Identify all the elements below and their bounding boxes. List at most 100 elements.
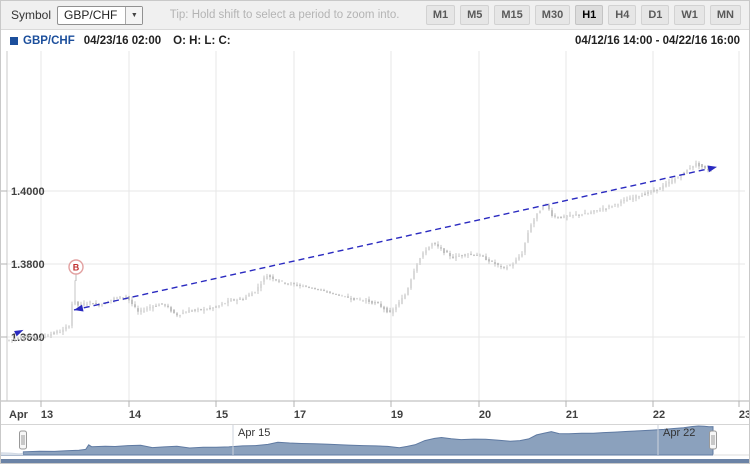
candle: [383, 306, 385, 310]
candle: [140, 309, 142, 313]
candle: [488, 259, 490, 262]
candle: [59, 331, 61, 333]
candle: [389, 310, 391, 313]
candle: [593, 210, 595, 213]
candle: [179, 315, 181, 316]
candle: [167, 305, 169, 307]
candle: [269, 275, 271, 278]
candle: [278, 280, 280, 282]
candle: [359, 299, 361, 301]
navigator[interactable]: Apr 15 Apr 22: [1, 424, 750, 458]
candle: [53, 332, 55, 334]
navigator-left-handle[interactable]: [19, 430, 27, 450]
candle: [32, 336, 34, 339]
candle: [551, 210, 553, 216]
candlesticks[interactable]: [8, 160, 712, 343]
x-axis-label: 15: [216, 409, 228, 421]
candle: [191, 310, 193, 312]
candle: [440, 247, 442, 249]
symbol-select-value: GBP/CHF: [64, 8, 118, 22]
candle: [638, 196, 640, 198]
trendline[interactable]: [73, 163, 718, 313]
candle: [338, 294, 340, 296]
candle: [419, 258, 421, 263]
candle: [533, 219, 535, 225]
chevron-down-icon[interactable]: ▼: [125, 6, 143, 24]
candle: [401, 297, 403, 304]
candle: [449, 253, 451, 257]
candle: [668, 181, 670, 184]
candle: [68, 326, 70, 328]
candle: [425, 250, 427, 254]
timeframe-button-mn[interactable]: MN: [709, 5, 741, 25]
timeframe-button-h4[interactable]: H4: [608, 5, 637, 25]
candle: [503, 266, 505, 268]
navigator-label: Apr 22: [663, 427, 695, 439]
candle: [80, 303, 82, 306]
candle: [164, 304, 166, 306]
candle: [380, 303, 382, 307]
candle: [656, 189, 658, 191]
candle: [113, 297, 115, 300]
buy-order-marker[interactable]: B: [68, 259, 84, 281]
navigator-right-handle[interactable]: [709, 430, 717, 450]
candle: [152, 306, 154, 309]
entry-arrow-icon[interactable]: [14, 327, 25, 337]
candle: [17, 338, 19, 340]
x-axis-label: 23: [739, 409, 750, 421]
candle: [8, 339, 10, 341]
x-axis-label: 19: [391, 409, 403, 421]
timeframe-button-h1[interactable]: H1: [575, 5, 604, 25]
candle: [671, 180, 673, 184]
candle: [170, 307, 172, 312]
scrollbar-track[interactable]: [1, 459, 749, 463]
ohlc-readout: O: H: L: C:: [173, 35, 231, 47]
candle: [434, 243, 436, 245]
candle: [509, 265, 511, 267]
candle: [257, 286, 259, 292]
candle: [674, 178, 676, 182]
x-axis-label: 22: [653, 409, 665, 421]
candle: [362, 300, 364, 302]
x-axis-label: 17: [294, 409, 306, 421]
candle: [407, 288, 409, 295]
timeframe-button-d1[interactable]: D1: [641, 5, 670, 25]
candle: [158, 304, 160, 307]
candle: [377, 302, 379, 304]
candle: [266, 275, 268, 280]
candle: [665, 183, 667, 187]
candle: [305, 285, 307, 287]
candle: [602, 208, 604, 210]
candle: [119, 296, 121, 299]
trendline-start-arrow-icon[interactable]: [73, 304, 84, 314]
candle: [458, 255, 460, 257]
candle: [596, 210, 598, 212]
candle: [110, 299, 112, 302]
candle: [599, 210, 601, 212]
timeframe-button-m5[interactable]: M5: [460, 5, 490, 25]
candle: [494, 262, 496, 265]
candle: [659, 187, 661, 190]
candle: [62, 329, 64, 332]
timeframe-button-w1[interactable]: W1: [674, 5, 705, 25]
symbol-select[interactable]: GBP/CHF ▼: [57, 5, 144, 25]
trendline-end-arrow-icon[interactable]: [707, 163, 717, 173]
candle: [296, 284, 298, 286]
candle: [479, 254, 481, 256]
candle: [614, 204, 616, 206]
candle: [194, 309, 196, 311]
x-axis: Apr 13 14 15 17 19 20 21 22 23: [1, 400, 750, 421]
timeframe-button-m15[interactable]: M15: [494, 5, 530, 25]
candle: [518, 256, 520, 260]
candle: [626, 199, 628, 202]
candle: [698, 162, 700, 167]
candle: [653, 190, 655, 192]
candle: [632, 197, 634, 200]
candle: [569, 214, 571, 217]
candle: [308, 287, 310, 289]
timeframe-button-m30[interactable]: M30: [534, 5, 571, 25]
candle: [245, 296, 247, 300]
timeframe-button-m1[interactable]: M1: [425, 5, 456, 25]
candle: [242, 299, 244, 301]
